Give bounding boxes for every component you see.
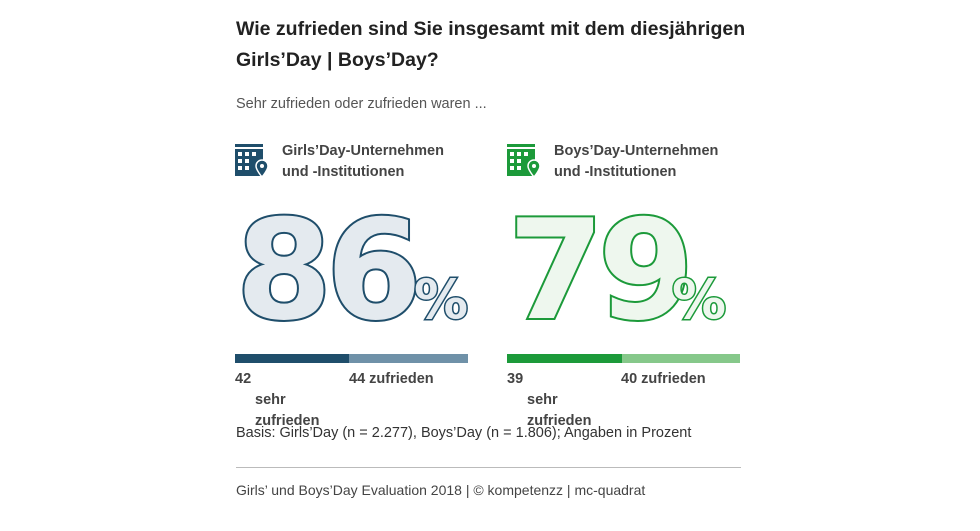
girls-percent-sign: % [414,268,468,331]
basis-note: Basis: Girls’Day (n = 2.277), Boys’Day (… [236,425,692,441]
boys-org-label-line2: und -Institutionen [554,164,677,180]
girls-sehr-zufrieden-text: sehr zufrieden [255,392,320,429]
boys-org-label-line1: Boys’Day-Unternehmen [554,143,719,159]
boys-label-zufrieden: 40 zufrieden [621,369,741,390]
boys-bar-sehr-zufrieden [507,354,623,363]
girls-org-label-line1: Girls’Day-Unternehmen [282,143,444,159]
boys-label-sehr-zufrieden: 39 sehr zufrieden [507,369,617,432]
building-location-icon [235,144,269,179]
girls-label-zufrieden: 44 zufrieden [349,369,469,390]
boys-sehr-zufrieden-value: 39 [507,371,524,387]
boys-org-label: Boys’Day-Unternehmen und -Institutionen [554,141,749,183]
chart-subtitle: Sehr zufrieden oder zufrieden waren ... [236,96,487,112]
girls-org-label-line2: und -Institutionen [282,164,405,180]
boys-percent-sign: % [672,268,726,331]
girls-bar-zufrieden [348,354,468,363]
girls-total-figure: 86 % [234,196,470,336]
boys-zufrieden-value: 40 [621,371,638,387]
chart-title: Wie zufrieden sind Sie insgesamt mit dem… [236,18,746,71]
girls-total-value: 86 [236,196,416,336]
boys-stacked-bar [507,354,740,363]
divider [236,467,741,468]
boys-zufrieden-text: zufrieden [641,371,706,387]
girls-panel: Girls’Day-Unternehmen und -Institutionen… [234,0,477,429]
boys-sehr-zufrieden-text: sehr zufrieden [527,392,592,429]
girls-zufrieden-text: zufrieden [369,371,434,387]
girls-bar-sehr-zufrieden [235,354,349,363]
building-location-icon [507,144,541,179]
girls-label-sehr-zufrieden: 42 sehr zufrieden [235,369,345,432]
boys-total-value: 79 [508,196,688,336]
girls-stacked-bar [235,354,468,363]
girls-zufrieden-value: 44 [349,371,366,387]
boys-total-figure: 79 % [506,196,728,336]
girls-sehr-zufrieden-value: 42 [235,371,252,387]
girls-org-label: Girls’Day-Unternehmen und -Institutionen [282,141,477,183]
boys-panel: Boys’Day-Unternehmen und -Institutionen … [506,0,749,429]
source-footer: Girls’ und Boys’Day Evaluation 2018 | © … [236,482,646,498]
boys-bar-zufrieden [622,354,740,363]
